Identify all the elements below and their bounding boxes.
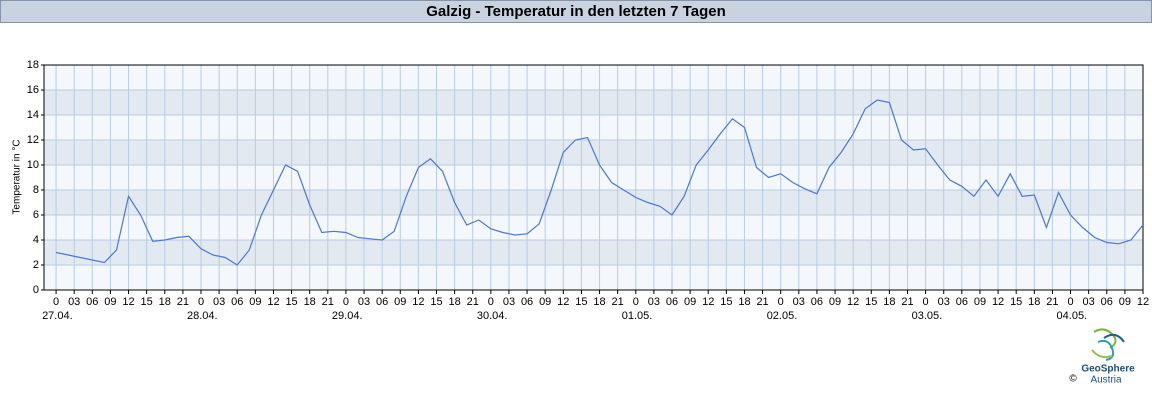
- date-label: 01.05.: [622, 310, 653, 322]
- x-tick-label: 0: [488, 296, 494, 308]
- band: [44, 240, 1143, 265]
- grid: [41, 64, 1144, 294]
- x-tick-label: 03: [358, 296, 370, 308]
- x-tick-label: 0: [53, 296, 59, 308]
- x-tick-label: 12: [992, 296, 1004, 308]
- x-tick-label: 18: [448, 296, 460, 308]
- x-tick-label: 09: [1119, 296, 1131, 308]
- x-tick-label: 06: [666, 296, 678, 308]
- x-tick-label: 09: [974, 296, 986, 308]
- x-tick-label: 15: [430, 296, 442, 308]
- bands: [44, 65, 1143, 290]
- x-tick-label: 21: [756, 296, 768, 308]
- x-tick-label: 09: [539, 296, 551, 308]
- x-tick-label: 18: [1028, 296, 1040, 308]
- chart-title: Galzig - Temperatur in den letzten 7 Tag…: [426, 3, 726, 20]
- x-tick-label: 03: [68, 296, 80, 308]
- line: [55, 99, 1144, 266]
- x-tick-label: 09: [394, 296, 406, 308]
- x-tick-label: 0: [343, 296, 349, 308]
- x-tick-label: 06: [86, 296, 98, 308]
- x-tick-label: 12: [1137, 296, 1149, 308]
- credit: ©: [1069, 374, 1077, 385]
- date-label: 02.05.: [767, 310, 798, 322]
- x-tick-label: 15: [720, 296, 732, 308]
- logo-text: GeoSphere: [1081, 364, 1135, 375]
- date-label: 04.05.: [1057, 310, 1088, 322]
- date-label: 27.04.: [42, 310, 73, 322]
- y-tick-label: 0: [33, 284, 39, 296]
- x-tick-label: 12: [702, 296, 714, 308]
- x-tick-label: 12: [267, 296, 279, 308]
- x-tick-label: 09: [684, 296, 696, 308]
- date-label: 28.04.: [187, 310, 218, 322]
- x-tick-label: 12: [412, 296, 424, 308]
- x-tick-label: 09: [249, 296, 261, 308]
- y-tick-label: 10: [27, 159, 39, 171]
- y-tick-label: 2: [33, 259, 39, 271]
- logo-icon: [1091, 328, 1125, 361]
- x-tick-label: 12: [847, 296, 859, 308]
- y-tick-label: 6: [33, 209, 39, 221]
- y-tick-label: 14: [27, 109, 39, 121]
- x-tick-label: 09: [104, 296, 116, 308]
- date-label: 03.05.: [912, 310, 943, 322]
- date-label: 30.04.: [477, 310, 508, 322]
- x-tick-label: 21: [322, 296, 334, 308]
- x-tick-label: 09: [829, 296, 841, 308]
- x-tick-label: 18: [304, 296, 316, 308]
- x-tick-label: 0: [923, 296, 929, 308]
- x-tick-label: 06: [376, 296, 388, 308]
- x-tick-label: 06: [1101, 296, 1113, 308]
- x-tick-label: 0: [778, 296, 784, 308]
- x-tick-label: 03: [938, 296, 950, 308]
- marks: [55, 99, 1144, 266]
- x-tick-label: 18: [593, 296, 605, 308]
- x-tick-label: 03: [793, 296, 805, 308]
- x-tick-label: 21: [612, 296, 624, 308]
- band: [44, 190, 1143, 215]
- x-tick-label: 21: [901, 296, 913, 308]
- x-tick-label: 03: [503, 296, 515, 308]
- y-tick-label: 18: [27, 59, 39, 71]
- logo-subtext: Austria: [1090, 375, 1122, 386]
- x-tick-label: 21: [467, 296, 479, 308]
- y-tick-label: 4: [33, 234, 39, 246]
- x-tick-label: 21: [1046, 296, 1058, 308]
- x-tick-label: 12: [557, 296, 569, 308]
- x-tick-label: 0: [198, 296, 204, 308]
- x-tick-label: 0: [633, 296, 639, 308]
- band: [44, 90, 1143, 115]
- x-tick-label: 15: [285, 296, 297, 308]
- x-tick-label: 06: [811, 296, 823, 308]
- y-tick-label: 8: [33, 184, 39, 196]
- x-tick-label: 06: [231, 296, 243, 308]
- date-label: 29.04.: [332, 310, 363, 322]
- x-tick-label: 15: [575, 296, 587, 308]
- y-tick-label: 12: [27, 134, 39, 146]
- x-tick-label: 15: [141, 296, 153, 308]
- y-tick-label: 16: [27, 84, 39, 96]
- x-tick-label: 0: [1067, 296, 1073, 308]
- x-tick-label: 03: [1083, 296, 1095, 308]
- x-tick-label: 03: [213, 296, 225, 308]
- x-tick-label: 15: [865, 296, 877, 308]
- x-tick-label: 12: [122, 296, 134, 308]
- y-axis-label: Temperatur in °C: [12, 139, 23, 214]
- x-tick-label: 18: [159, 296, 171, 308]
- x-tick-label: 15: [1010, 296, 1022, 308]
- x-tick-label: 21: [177, 296, 189, 308]
- x-tick-label: 18: [883, 296, 895, 308]
- x-tick-label: 06: [956, 296, 968, 308]
- x-tick-label: 03: [648, 296, 660, 308]
- x-tick-label: 18: [738, 296, 750, 308]
- plot-frame: [43, 64, 1144, 291]
- x-tick-label: 06: [521, 296, 533, 308]
